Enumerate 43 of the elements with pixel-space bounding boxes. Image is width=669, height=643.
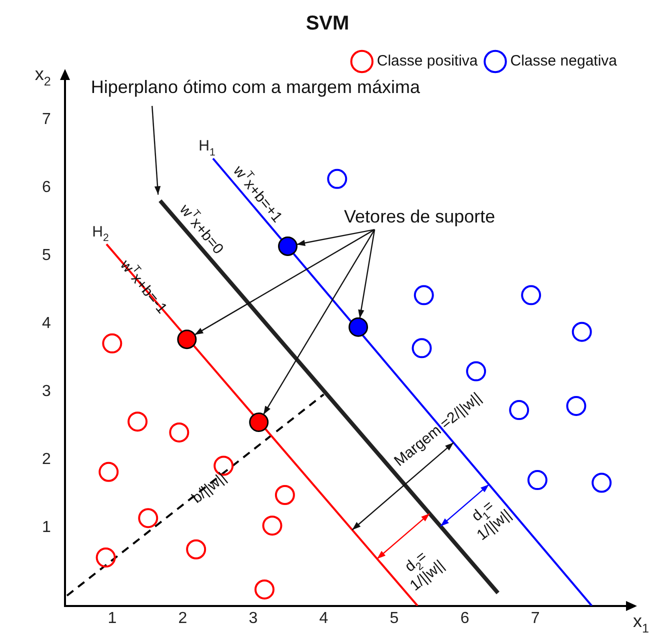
point xyxy=(98,462,119,482)
x-tick-label: 3 xyxy=(248,610,258,627)
y-tick-label: 2 xyxy=(42,451,51,468)
point xyxy=(96,548,116,568)
x-tick-label: 1 xyxy=(108,610,117,627)
y-tick-label: 7 xyxy=(42,111,51,128)
point xyxy=(138,508,158,528)
point xyxy=(348,317,368,337)
annotation: Hiperplano ótimo com a margem máxima xyxy=(90,76,421,97)
point xyxy=(249,412,269,432)
x-tick-label: 4 xyxy=(319,610,328,627)
y-tick-label: 5 xyxy=(42,247,51,264)
x-tick-label: 5 xyxy=(390,610,399,627)
point xyxy=(509,400,530,420)
point xyxy=(521,285,542,306)
x-tick-label: 6 xyxy=(460,610,470,627)
point xyxy=(592,472,612,493)
chart-title: SVM xyxy=(306,12,350,35)
point xyxy=(177,330,197,350)
point xyxy=(262,516,282,536)
x-tick-label: 7 xyxy=(530,610,540,627)
point xyxy=(414,285,434,306)
annotation: Vetores de suporte xyxy=(344,206,496,227)
y-tick-label: 4 xyxy=(42,315,51,332)
legend-label: Classe positiva xyxy=(376,52,478,70)
point xyxy=(278,236,298,256)
y-tick-label: 1 xyxy=(42,519,51,536)
x-tick-label: 2 xyxy=(178,610,188,627)
legend-label: Classe negativa xyxy=(510,52,618,70)
point xyxy=(128,412,148,432)
point xyxy=(412,338,432,358)
point xyxy=(572,322,592,342)
point xyxy=(466,361,486,382)
y-tick-label: 3 xyxy=(42,383,51,400)
point xyxy=(566,396,586,416)
point xyxy=(186,539,206,560)
point xyxy=(254,579,274,600)
y-tick-label: 6 xyxy=(42,179,51,196)
point xyxy=(527,470,548,490)
point xyxy=(102,333,122,354)
point xyxy=(327,168,348,189)
point xyxy=(169,422,190,442)
point xyxy=(274,485,295,505)
